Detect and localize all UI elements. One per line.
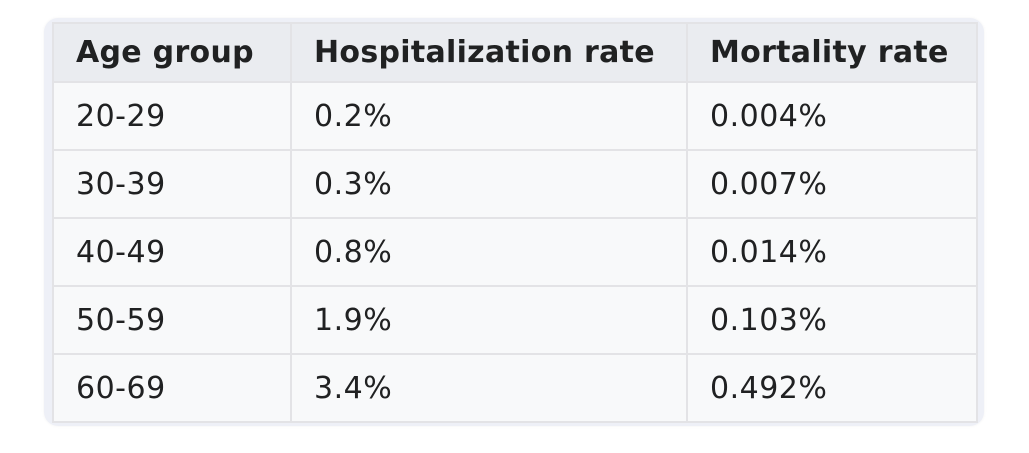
cell-hospitalization-rate: 0.8% <box>290 217 688 287</box>
cell-hospitalization-rate: 3.4% <box>290 353 688 423</box>
header-hospitalization-rate: Hospitalization rate <box>290 22 688 83</box>
table-row: 20-29 0.2% 0.004% <box>52 81 978 151</box>
cell-age-group: 60-69 <box>52 353 292 423</box>
table-row: 40-49 0.8% 0.014% <box>52 217 978 287</box>
cell-hospitalization-rate: 0.3% <box>290 149 688 219</box>
table-row: 50-59 1.9% 0.103% <box>52 285 978 355</box>
cell-mortality-rate: 0.014% <box>686 217 978 287</box>
age-rates-table: Age group Hospitalization rate Mortality… <box>52 22 978 423</box>
cell-mortality-rate: 0.004% <box>686 81 978 151</box>
table-row: 30-39 0.3% 0.007% <box>52 149 978 219</box>
cell-age-group: 50-59 <box>52 285 292 355</box>
cell-age-group: 30-39 <box>52 149 292 219</box>
cell-age-group: 40-49 <box>52 217 292 287</box>
table-row: 60-69 3.4% 0.492% <box>52 353 978 423</box>
header-mortality-rate: Mortality rate <box>686 22 978 83</box>
cell-mortality-rate: 0.103% <box>686 285 978 355</box>
cell-mortality-rate: 0.007% <box>686 149 978 219</box>
cell-hospitalization-rate: 0.2% <box>290 81 688 151</box>
header-age-group: Age group <box>52 22 292 83</box>
cell-age-group: 20-29 <box>52 81 292 151</box>
table-header-row: Age group Hospitalization rate Mortality… <box>52 22 978 83</box>
cell-hospitalization-rate: 1.9% <box>290 285 688 355</box>
cell-mortality-rate: 0.492% <box>686 353 978 423</box>
